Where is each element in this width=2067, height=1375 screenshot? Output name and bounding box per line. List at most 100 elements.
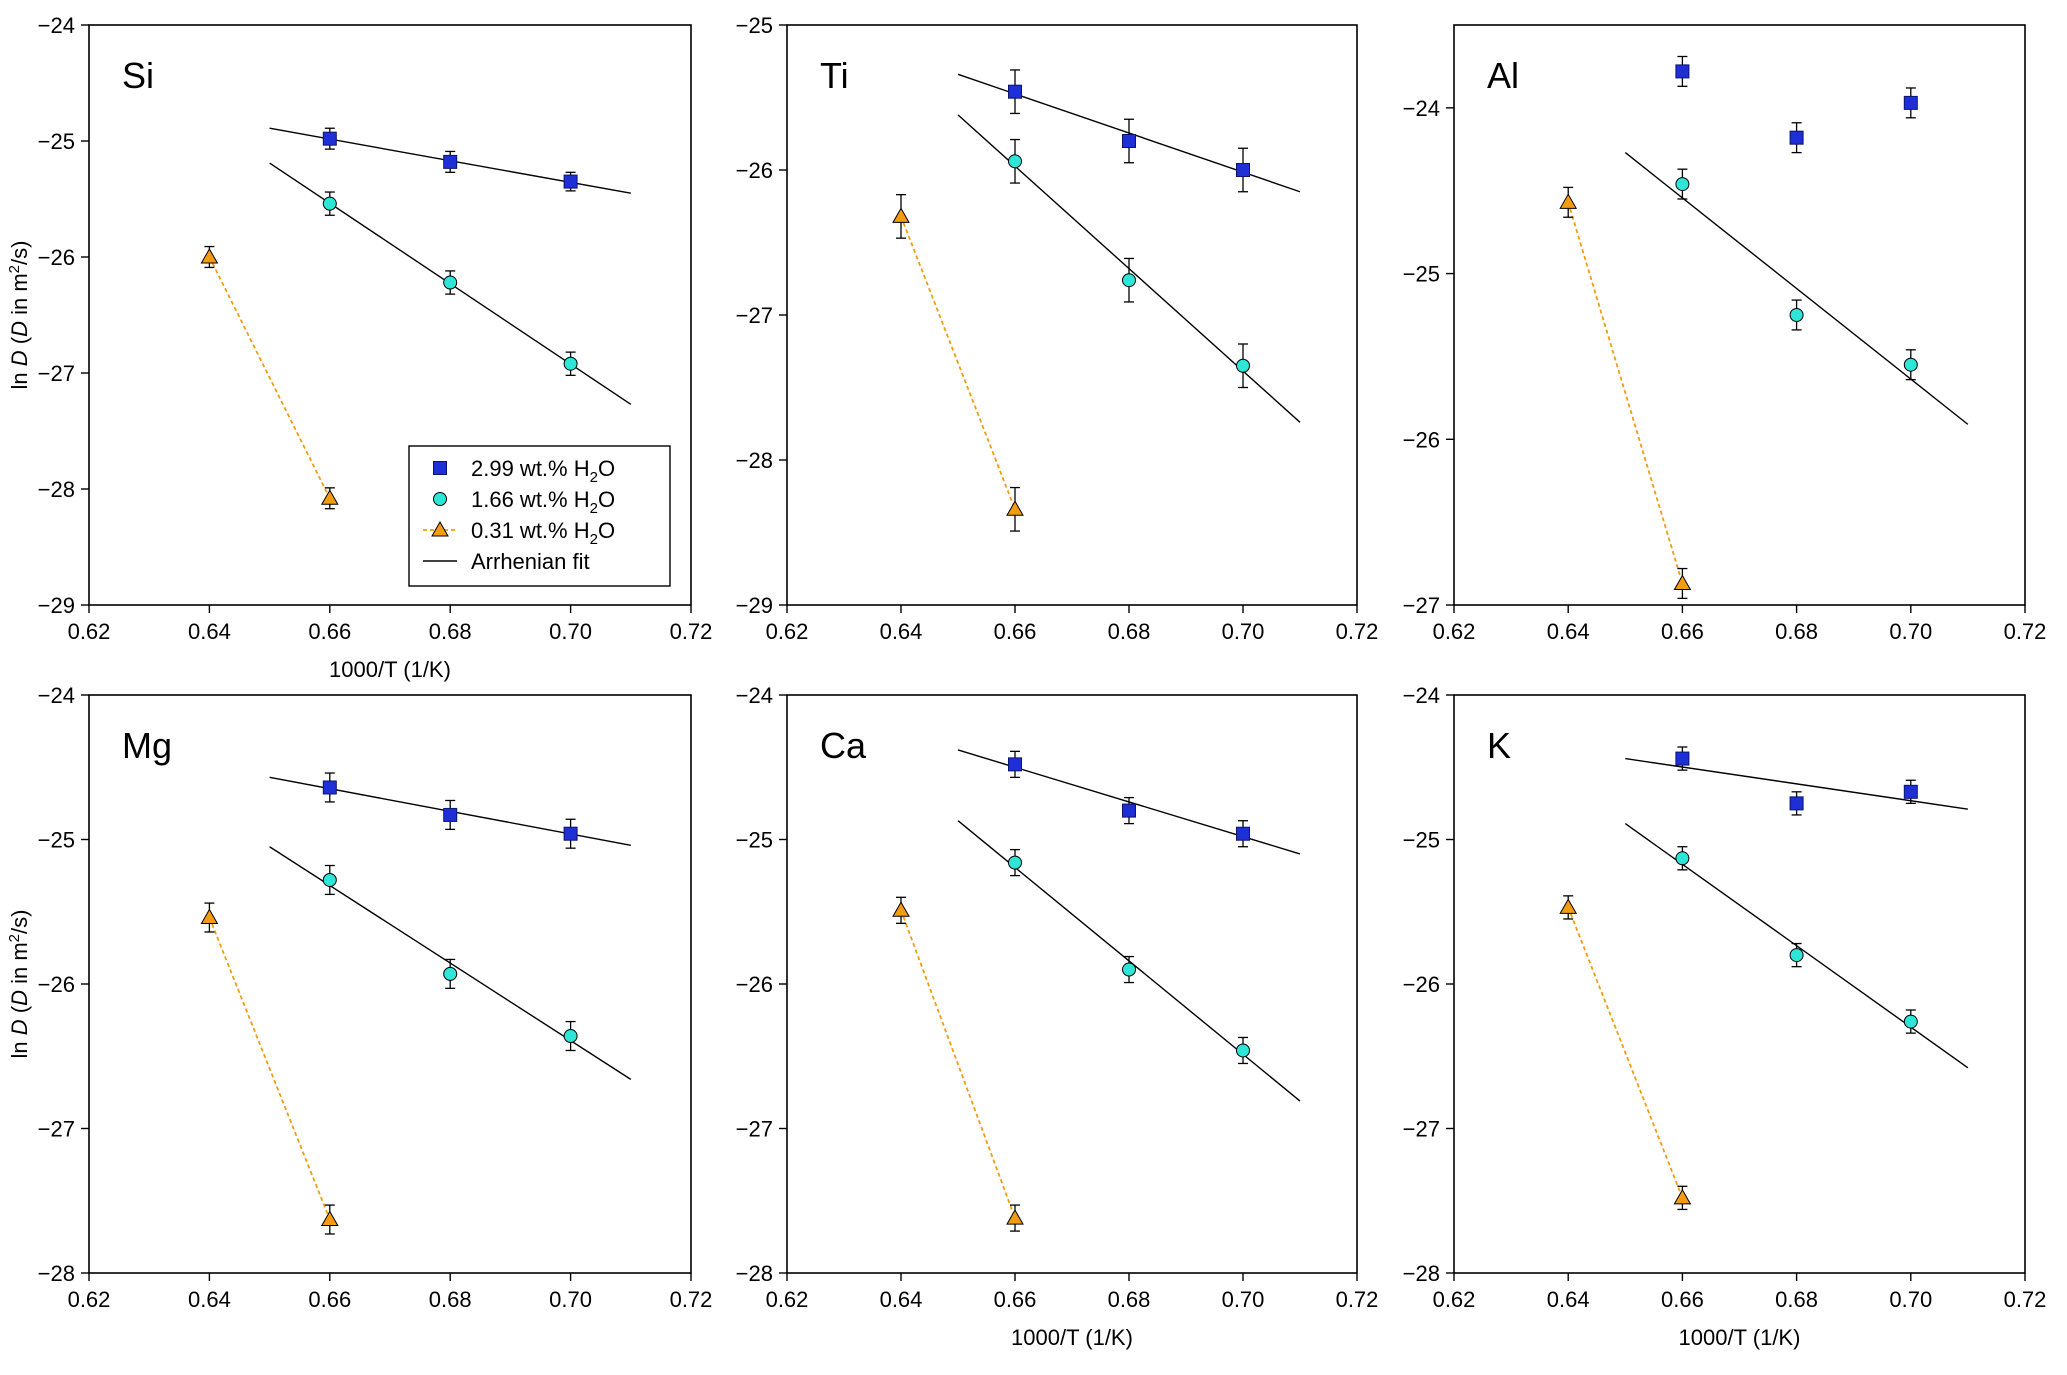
series-square — [957, 69, 1301, 193]
data-point-square — [1122, 134, 1136, 148]
x-tick-label: 0.70 — [1889, 619, 1932, 644]
data-point-triangle — [1673, 574, 1692, 590]
x-tick-label: 0.64 — [880, 619, 923, 644]
x-tick-label: 0.68 — [1775, 619, 1818, 644]
data-point-triangle — [200, 908, 219, 925]
x-axis-label: 1000/T (1/K) — [1679, 1325, 1801, 1350]
y-tick-label: −24 — [38, 683, 75, 708]
data-point-circle — [443, 966, 458, 981]
x-tick-label: 0.64 — [188, 619, 231, 644]
y-tick-label: −27 — [1403, 593, 1440, 618]
x-tick-label: 0.66 — [1661, 1287, 1704, 1312]
data-point-triangle — [1006, 1209, 1024, 1225]
y-tick-label: −29 — [736, 593, 773, 618]
data-point-triangle — [1559, 898, 1578, 914]
data-point-triangle — [320, 1210, 339, 1227]
panel-ti: 0.62 0.64 0.66 0.68 0.70 0.72 −29 −28 −27 −26 −25 T… — [736, 13, 1379, 644]
y-tick-label: −24 — [736, 683, 773, 708]
data-point-square — [1789, 796, 1804, 811]
data-point-triangle — [1559, 193, 1578, 209]
x-tick-label: 0.62 — [68, 619, 111, 644]
y-tick-label: −25 — [38, 828, 75, 853]
data-point-triangle — [892, 207, 910, 223]
y-tick-label: −29 — [38, 593, 75, 618]
x-tick-label: 0.70 — [1222, 1287, 1265, 1312]
y-tick-label: −26 — [736, 972, 773, 997]
x-tick-label: 0.66 — [308, 1287, 351, 1312]
x-tick-label: 0.72 — [670, 619, 713, 644]
data-point-triangle — [1006, 500, 1024, 516]
x-tick-label: 0.68 — [1775, 1287, 1818, 1312]
data-point-triangle — [1673, 1188, 1692, 1205]
data-point-circle — [563, 356, 578, 371]
panel-ca: 0.62 0.64 0.66 0.68 0.70 0.72 −28 −27 −26 −25 −24 C… — [736, 683, 1379, 1350]
x-axis-label: 1000/T (1/K) — [329, 657, 451, 682]
series-square — [269, 772, 631, 849]
data-point-square — [443, 154, 458, 169]
panel-k: 0.62 0.64 0.66 0.68 0.70 0.72 −28 −27 −26 −25 −24 K… — [1403, 683, 2047, 1350]
x-tick-label: 0.66 — [994, 619, 1037, 644]
data-point-circle — [443, 275, 458, 290]
x-axis-label: 1000/T (1/K) — [1011, 1325, 1133, 1350]
data-point-square — [322, 131, 337, 146]
data-point-square — [1675, 751, 1690, 766]
legend-marker-circle — [433, 492, 447, 506]
legend-label: 2.99 wt.% H2O — [471, 456, 615, 486]
panel-title: Ti — [820, 55, 849, 96]
x-tick-label: 0.68 — [429, 1287, 472, 1312]
x-tick-label: 0.62 — [68, 1287, 111, 1312]
data-point-square — [1675, 64, 1690, 79]
y-tick-label: −26 — [38, 972, 75, 997]
series-circle — [957, 114, 1301, 423]
data-point-square — [1008, 757, 1022, 772]
data-point-circle — [1122, 273, 1136, 288]
series-triangle — [200, 902, 339, 1235]
series-square — [269, 127, 631, 194]
connector-line — [900, 909, 1016, 1219]
x-tick-label: 0.72 — [2004, 619, 2047, 644]
y-tick-label: −27 — [1403, 1117, 1440, 1142]
data-point-circle — [1903, 1014, 1918, 1029]
data-point-triangle — [200, 247, 219, 264]
series-circle — [1624, 152, 1969, 425]
data-point-circle — [563, 1029, 578, 1044]
panel-mg: 0.62 0.64 0.66 0.68 0.70 0.72 −28 −27 −26 −25 −24 M… — [6, 683, 712, 1312]
data-point-square — [322, 780, 337, 795]
y-tick-label: −28 — [736, 1261, 773, 1286]
y-tick-label: −27 — [38, 1117, 75, 1142]
connector-line — [1567, 202, 1684, 584]
data-point-square — [563, 826, 578, 841]
data-point-circle — [1008, 855, 1022, 870]
series-circle — [957, 820, 1301, 1102]
x-tick-label: 0.68 — [1108, 1287, 1151, 1312]
data-point-circle — [1236, 1043, 1250, 1058]
x-tick-label: 0.64 — [880, 1287, 923, 1312]
y-axis-label: ln D (D in m2/s) — [6, 910, 32, 1059]
connector-line — [208, 256, 331, 499]
y-tick-label: −28 — [38, 1261, 75, 1286]
y-tick-label: −25 — [38, 129, 75, 154]
series-triangle — [1559, 895, 1692, 1211]
data-point-square — [1903, 784, 1918, 799]
data-point-circle — [322, 872, 337, 887]
connector-line — [208, 917, 331, 1220]
connector-line — [1567, 907, 1684, 1199]
y-tick-label: −25 — [1403, 828, 1440, 853]
y-tick-label: −24 — [1403, 683, 1440, 708]
legend-label: 1.66 wt.% H2O — [471, 487, 615, 517]
x-tick-label: 0.66 — [308, 619, 351, 644]
data-point-circle — [1789, 308, 1804, 322]
data-point-square — [443, 807, 458, 822]
series-triangle — [200, 245, 339, 510]
x-tick-label: 0.64 — [188, 1287, 231, 1312]
data-point-circle — [322, 196, 337, 211]
x-tick-label: 0.70 — [1889, 1287, 1932, 1312]
x-tick-label: 0.72 — [1336, 1287, 1379, 1312]
series-triangle — [892, 896, 1024, 1232]
legend-label: 0.31 wt.% H2O — [471, 518, 615, 548]
plot-frame — [88, 24, 692, 606]
data-point-circle — [1903, 357, 1918, 372]
data-point-square — [1122, 803, 1136, 818]
